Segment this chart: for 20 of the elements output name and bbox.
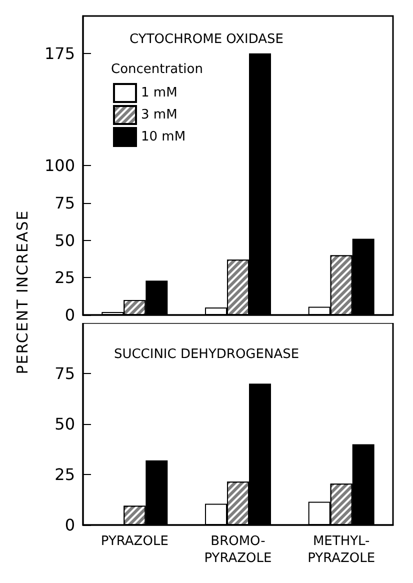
legend-title: Concentration (111, 62, 203, 77)
y-tick-label: 25 (54, 465, 75, 484)
y-tick-label: 75 (54, 364, 75, 383)
y-tick-label: 175 (44, 44, 75, 63)
x-tick-label: METHYL- PYRAZOLE (308, 534, 376, 566)
legend-label: 1 mM (141, 86, 178, 100)
y-tick-label: 25 (54, 268, 75, 288)
y-axis-title: PERCENT INCREASE (13, 209, 31, 374)
y-tick-label: 50 (54, 414, 75, 434)
y-tick-label: 0 (64, 306, 75, 324)
y-tick-label: 100 (44, 156, 75, 175)
x-tick-label: PYRAZOLE (100, 534, 168, 549)
y-tick-label: 50 (54, 230, 75, 250)
y-tick-label: 0 (64, 516, 75, 534)
text: CYTOCHROME OXIDASE (130, 32, 284, 47)
legend-label: 3 mM (141, 108, 178, 122)
x-tick-label: BROMO- PYRAZOLE (204, 534, 272, 566)
legend-label: 10 mM (141, 130, 186, 144)
y-tick-label: 75 (54, 193, 75, 212)
text: SUCCINIC DEHYDROGENASE (114, 347, 300, 362)
